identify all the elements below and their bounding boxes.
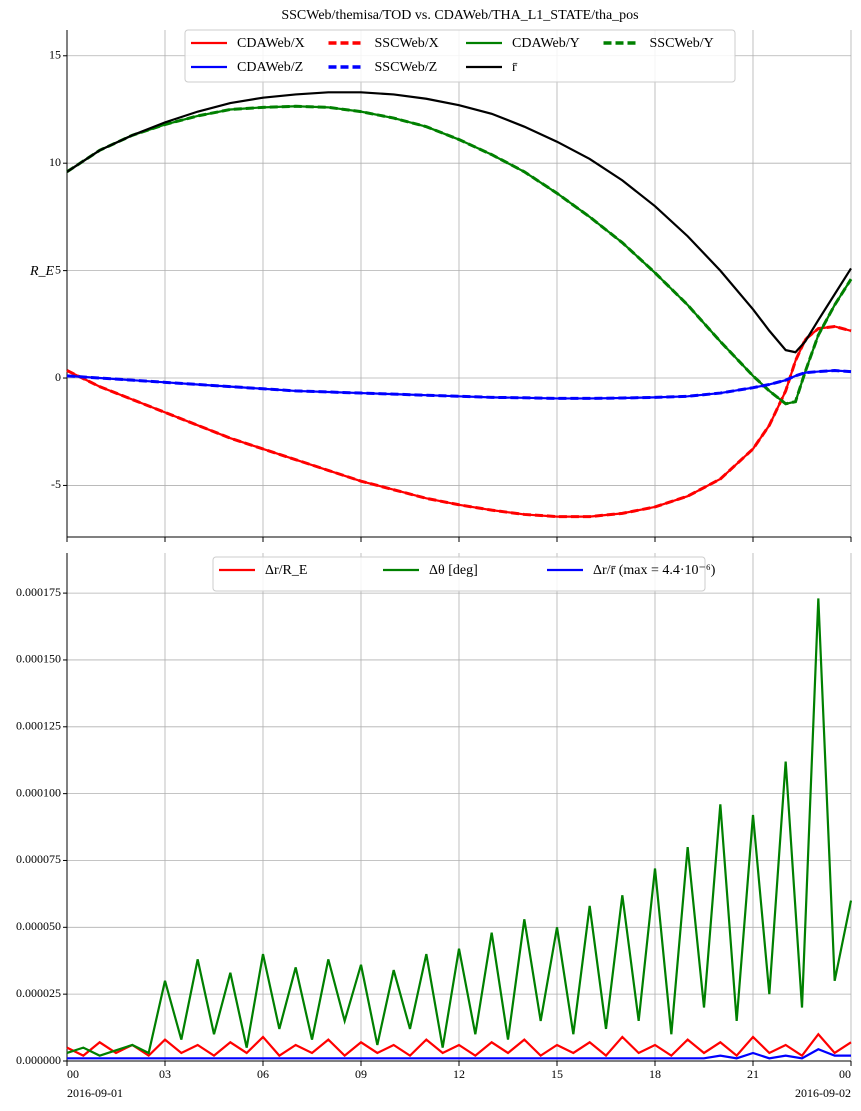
x-tick-label: 03 [159, 1067, 171, 1081]
y-tick-label: 0.000175 [16, 585, 61, 599]
legend-label: SSCWeb/X [375, 36, 439, 51]
y-tick-label: 5 [55, 262, 61, 276]
y-tick-label: 0 [55, 370, 61, 384]
y-tick-label: 0.000125 [16, 719, 61, 733]
legend-box [184, 29, 736, 83]
y-axis-label: R_E [29, 264, 55, 279]
legend-label: CDAWeb/Z [237, 60, 303, 75]
x-tick-label: 15 [551, 1067, 563, 1081]
legend-label: SSCWeb/Z [375, 60, 438, 75]
y-tick-label: 0.000150 [16, 652, 61, 666]
chart-title: SSCWeb/themisa/TOD vs. CDAWeb/THA_L1_STA… [281, 8, 638, 23]
legend-label: r̄ [512, 60, 518, 75]
x-tick-label: 00 [67, 1067, 79, 1081]
legend-box [212, 556, 706, 592]
x-tick-label: 06 [257, 1067, 269, 1081]
legend-label: Δr/r̄ (max = 4.4·10⁻⁶) [593, 563, 716, 578]
y-tick-label: 0.000000 [16, 1053, 61, 1067]
legend-label: CDAWeb/Y [512, 36, 580, 51]
data-line [66, 1032, 852, 1058]
legend-label: SSCWeb/Y [650, 36, 714, 51]
data-line [66, 91, 852, 354]
x-tick-label: 12 [453, 1067, 465, 1081]
legend-label: CDAWeb/X [237, 36, 305, 51]
data-line [66, 369, 852, 400]
legend-label: Δθ [deg] [429, 563, 478, 578]
x-date-label: 2016-09-02 [795, 1086, 851, 1100]
y-tick-label: -5 [51, 477, 61, 491]
x-tick-label: 21 [747, 1067, 759, 1081]
y-tick-label: 0.000075 [16, 852, 61, 866]
y-tick-label: 15 [49, 48, 61, 62]
legend-label: Δr/R_E [265, 563, 307, 578]
x-tick-label: 00 [839, 1067, 851, 1081]
x-tick-label: 09 [355, 1067, 367, 1081]
data-line [66, 324, 852, 519]
data-line [66, 104, 853, 406]
y-tick-label: 0.000050 [16, 919, 61, 933]
y-tick-label: 10 [49, 155, 61, 169]
x-date-label: 2016-09-01 [67, 1086, 123, 1100]
data-line [66, 598, 853, 1057]
y-tick-label: 0.000025 [16, 986, 61, 1000]
x-tick-label: 18 [649, 1067, 661, 1081]
data-line [67, 1048, 851, 1060]
y-tick-label: 0.000100 [16, 785, 61, 799]
